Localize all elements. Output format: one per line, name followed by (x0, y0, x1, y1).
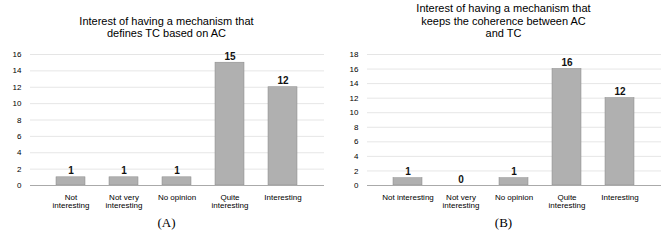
html-text:(B): (B) (494, 215, 513, 230)
svg-text:14: 14 (349, 79, 358, 88)
svg-text:2: 2 (354, 167, 359, 176)
svg-text:15: 15 (224, 51, 236, 62)
svg-text:6: 6 (354, 137, 359, 146)
svg-text:Quiteinteresting: Quiteinteresting (211, 193, 248, 210)
html-text:(A): (A) (157, 215, 176, 230)
svg-text:6: 6 (17, 132, 22, 141)
svg-text:8: 8 (354, 123, 359, 132)
svg-text:Not interesting: Not interesting (382, 193, 434, 202)
svg-text:Quiteinteresting: Quiteinteresting (548, 193, 585, 210)
svg-text:No opinion: No opinion (494, 193, 532, 202)
svg-text:0: 0 (458, 174, 464, 185)
svg-text:16: 16 (349, 65, 358, 74)
svg-text:1: 1 (68, 165, 74, 176)
html-text:Interest of having a mechanism: Interest of having a mechanism that defi… (79, 14, 254, 40)
svg-text:1: 1 (121, 165, 127, 176)
svg-text:Interesting: Interesting (601, 193, 638, 202)
svg-text:8: 8 (17, 116, 22, 125)
svg-text:1: 1 (174, 165, 180, 176)
svg-text:16: 16 (561, 57, 573, 68)
svg-text:1: 1 (511, 166, 517, 177)
svg-text:12: 12 (277, 75, 289, 86)
svg-text:12: 12 (12, 83, 21, 92)
svg-text:18: 18 (349, 50, 358, 59)
svg-text:4: 4 (354, 152, 359, 161)
svg-text:1: 1 (405, 166, 411, 177)
svg-text:Interesting: Interesting (264, 193, 301, 202)
svg-text:Not veryinteresting: Not veryinteresting (105, 193, 142, 210)
svg-text:0: 0 (354, 181, 359, 190)
svg-text:Not veryinteresting: Not veryinteresting (442, 193, 479, 210)
svg-text:16: 16 (12, 50, 21, 59)
svg-text:10: 10 (12, 99, 21, 108)
svg-text:Notinteresting: Notinteresting (52, 193, 89, 210)
svg-text:10: 10 (349, 108, 358, 117)
svg-text:14: 14 (12, 66, 21, 75)
html-text:Interest of having a mechanism: Interest of having a mechanism that keep… (416, 2, 591, 40)
svg-text:0: 0 (17, 181, 22, 190)
svg-text:4: 4 (17, 148, 22, 157)
svg-text:12: 12 (614, 86, 626, 97)
svg-text:No opinion: No opinion (157, 193, 195, 202)
svg-text:12: 12 (349, 94, 358, 103)
svg-text:2: 2 (17, 165, 22, 174)
